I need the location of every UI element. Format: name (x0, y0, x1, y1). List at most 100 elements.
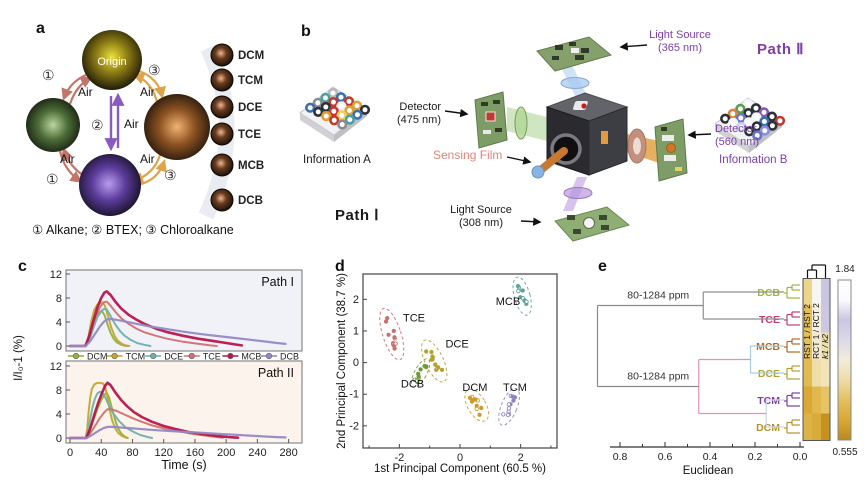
information-a-board (299, 86, 371, 142)
colorbar (837, 279, 852, 441)
series-TCM (69, 381, 128, 439)
cluster-point (467, 395, 473, 401)
legend-marker (227, 352, 234, 360)
information-ring (758, 107, 770, 118)
dendrogram-leaf-label: TCM (757, 395, 780, 407)
x-tick-label: 0.8 (613, 451, 628, 463)
heatmap-cell (812, 332, 821, 360)
detector-475-label: Detector (475 nm) (379, 101, 441, 126)
cluster-point (501, 412, 506, 417)
chloroalkane-sphere (144, 94, 210, 160)
subplot-title: Path I (261, 275, 294, 289)
alkane-sphere (26, 98, 80, 152)
information-ring (312, 97, 323, 108)
cluster-TCM (498, 387, 520, 426)
purple-lens (563, 187, 593, 199)
information-ring (767, 120, 778, 131)
legend-marker (111, 352, 118, 360)
sample-label: DCB (238, 195, 263, 207)
panel-c: c 0 4 8 12 Path I 0 4 8 12 0 40 80 120 160 200 240 280 Pa… (10, 258, 340, 486)
light-source-365-label: Light Source (365 nm) (632, 29, 728, 54)
series-MCB (68, 290, 244, 348)
x-tick-label: 40 (95, 447, 107, 459)
panel-e-letter: e (598, 258, 607, 275)
information-ring (328, 97, 339, 108)
air-label: Air (60, 152, 75, 166)
origin-label: Origin (97, 56, 126, 68)
cluster-label: DCB (401, 378, 424, 390)
y-tick-label: -2 (349, 420, 359, 432)
panel-d: d -2 0 2 -2 -1 0 1 2 MCB TCE DCE DCB DCM TCM 1st Princ… (335, 258, 590, 486)
cluster-point (511, 398, 516, 403)
sample-label: TCM (238, 75, 263, 87)
cluster-point (418, 367, 423, 372)
x-tick-label: -2 (394, 452, 404, 464)
x-tick-label: 240 (248, 447, 266, 459)
heatmap-cell (812, 305, 821, 333)
heatmap-cell (821, 359, 830, 387)
cluster-DCE (421, 339, 448, 383)
panel-a-letter: a (36, 20, 45, 37)
concentration-range-label: 80-1284 ppm (627, 290, 689, 302)
panel-d-letter: d (335, 258, 345, 275)
series-DCE (69, 307, 152, 347)
detector-475-line1: Detector (399, 101, 441, 113)
information-ring (344, 105, 355, 116)
sample-dot (210, 68, 234, 92)
heatmap-cell (821, 278, 830, 306)
cluster-point (436, 365, 441, 370)
cluster-point (383, 319, 389, 324)
air-label: Air (140, 152, 155, 166)
btex-sphere (79, 154, 141, 216)
light-source-365-line1: Light Source (649, 29, 711, 41)
heatmap-cell (821, 386, 830, 414)
heatmap-cell (821, 332, 830, 360)
x-axis-title: Euclidean (683, 465, 734, 477)
information-ring (727, 108, 738, 119)
information-ring (335, 92, 347, 103)
panel-a-caption: ① Alkane; ② BTEX; ③ Chloroalkane (32, 223, 234, 237)
information-ring (327, 87, 339, 99)
y-axis-title: 2nd Principal Component (38.7 %) (336, 273, 348, 449)
sample-label: DCM (238, 50, 264, 62)
y-tick-label: 4 (56, 317, 62, 329)
x-tick-label: 200 (217, 447, 235, 459)
cluster-point (520, 288, 525, 293)
heatmap-column-label: RST 1 / RST 2 (802, 304, 812, 359)
information-ring (750, 103, 762, 114)
cluster-point (392, 346, 397, 351)
y-tick-label: 2 (353, 294, 359, 306)
x-tick-label: 0.4 (703, 451, 718, 463)
information-ring (752, 130, 763, 141)
sample-dot (210, 95, 234, 119)
cluster-point (424, 349, 429, 354)
detector-560-line2: (560 nm) (715, 135, 760, 148)
y-tick-label: 1 (353, 325, 359, 337)
step-number-1: ① (42, 67, 55, 83)
panel-c-letter: c (18, 258, 27, 275)
light-source-365-line2: (365 nm) (657, 41, 703, 54)
y-tick-label: 8 (56, 385, 62, 397)
sample-column: DCM TCM DCE TCE MCB DCB (210, 43, 264, 212)
cluster-TCE (379, 307, 405, 361)
information-ring (735, 112, 746, 124)
cluster-point (516, 288, 521, 294)
detector-560-label: Detector (560 nm) (715, 123, 759, 148)
dendrogram-leaf-label: MCB (756, 341, 780, 353)
dendrogram-leaf-label: DCM (756, 422, 780, 434)
legend-marker (188, 352, 195, 360)
light-source-308-line2: (308 nm) (458, 216, 504, 229)
legend-label: DCE (164, 352, 183, 362)
cluster-point (518, 295, 523, 300)
information-ring (728, 117, 739, 129)
cluster-point (505, 412, 511, 418)
information-ring (328, 106, 339, 117)
x-tick-label: 0.2 (748, 451, 763, 463)
heatmap-cell (812, 386, 821, 414)
y-tick-label: 0 (56, 341, 62, 353)
colorbar-min-label: 0.555 (832, 447, 857, 458)
pca-scatter-chart: -2 0 2 -2 -1 0 1 2 MCB TCE DCE DCB DCM TCM 1st Princip… (336, 273, 558, 475)
information-ring (743, 117, 754, 128)
